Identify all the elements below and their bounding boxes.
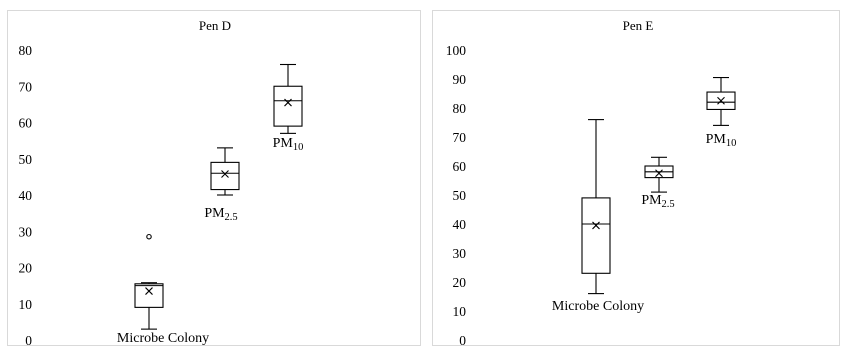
y-tick-label: 40: [19, 188, 33, 203]
y-tick-label: 70: [19, 79, 33, 94]
category-label: Microbe Colony: [552, 299, 644, 314]
y-tick-label: 40: [453, 217, 467, 232]
y-tick-label: 70: [453, 130, 467, 145]
y-tick-label: 80: [19, 43, 33, 58]
y-tick-label: 60: [19, 116, 33, 131]
chart-title: Pen D: [199, 18, 231, 33]
category-label: PM2.5: [641, 193, 674, 210]
mean-marker: [717, 96, 725, 105]
iqr-box: [210, 161, 240, 191]
y-tick-label: 10: [453, 304, 467, 319]
category-label-main: Microbe Colony: [552, 299, 644, 314]
mean-marker: [221, 170, 229, 178]
chart-title: Pen E: [623, 18, 654, 33]
category-label-subscript: 2.5: [662, 199, 675, 210]
category-label-main: Microbe Colony: [117, 331, 209, 346]
y-tick-label: 30: [19, 224, 33, 239]
y-tick-label: 0: [459, 333, 466, 348]
category-label: Microbe Colony: [117, 331, 209, 346]
mean-marker: [655, 169, 663, 178]
box-pm10: [273, 63, 303, 134]
y-tick-label: 90: [453, 72, 467, 87]
category-label-subscript: 2.5: [225, 212, 238, 223]
y-tick-label: 50: [19, 152, 33, 167]
box-pm10: [706, 77, 736, 126]
y-tick-label: 20: [19, 261, 33, 276]
category-label-main: PM: [706, 132, 727, 147]
y-tick-label: 60: [453, 159, 467, 174]
mean-marker: [592, 221, 600, 230]
box-pm2-5: [210, 147, 240, 196]
chart-frame: [7, 10, 421, 346]
category-label-subscript: 10: [293, 142, 304, 153]
category-label-subscript: 10: [726, 138, 737, 149]
outlier-point: [146, 233, 152, 240]
category-label: PM10: [273, 136, 304, 153]
y-tick-label: 50: [453, 188, 467, 203]
box-pm2-5: [644, 156, 674, 193]
y-tick-label: 20: [453, 275, 467, 290]
y-tick-label: 80: [453, 101, 467, 116]
y-tick-label: 30: [453, 246, 467, 261]
chart-frame: [432, 10, 840, 346]
category-label-main: PM: [273, 136, 294, 151]
box-microbe-colony: [134, 233, 164, 330]
mean-marker: [145, 287, 153, 295]
box-plot-pen-e: Pen E 0 10 20 30 40 50 60 70 80 90 100 Microbe Colon…: [432, 10, 840, 348]
category-label: PM10: [706, 132, 737, 149]
chart-panel-pen-e: Pen E 0 10 20 30 40 50 60 70 80 90 100 Microbe Colon…: [431, 0, 845, 352]
y-tick-label: 100: [446, 43, 467, 58]
y-tick-label: 0: [25, 333, 32, 348]
category-label-main: PM: [204, 206, 225, 221]
mean-marker: [284, 98, 292, 107]
iqr-box: [134, 283, 164, 308]
iqr-box: [273, 85, 303, 127]
chart-panel-pen-d: Pen D 0 10 20 30 40 50 60 70 80 Microbe Colony PM2.…: [7, 10, 421, 348]
y-tick-label: 10: [19, 297, 33, 312]
category-label: PM2.5: [204, 206, 237, 223]
iqr-box: [581, 197, 611, 274]
category-label-main: PM: [641, 193, 662, 208]
box-microbe-colony: [581, 119, 611, 295]
